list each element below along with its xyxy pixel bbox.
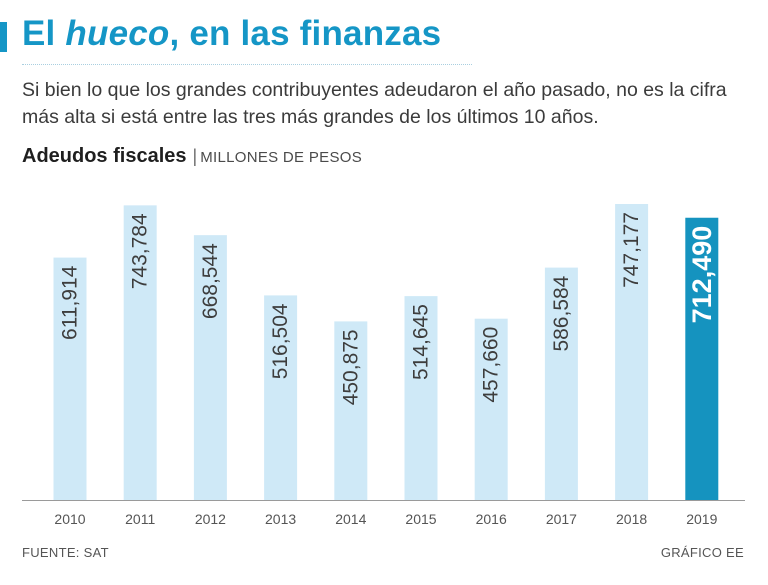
x-tick-label: 2011 [125,511,155,527]
bar [474,318,508,500]
title-accent-bar [0,22,7,52]
chart-title: Adeudos fiscales [22,145,187,167]
x-tick-label: 2018 [616,511,647,527]
bar-value-label: 450,875 [339,329,362,405]
credit-note: GRÁFICO EE [660,545,744,560]
x-tick-label: 2016 [476,511,507,527]
bar [544,267,578,500]
bar-value-label: 712,490 [687,226,717,324]
page-title: El hueco, en las finanzas [22,14,441,54]
bar-value-label: 747,177 [620,212,643,288]
source-note: FUENTE: SAT [22,545,109,560]
bar-value-label: 516,504 [269,303,292,379]
bar-value-label: 611,914 [59,265,82,340]
title-text-start: El [22,14,66,53]
bar [334,321,368,500]
x-tick-label: 2012 [195,511,226,527]
x-tick-label: 2014 [335,511,366,527]
bar [615,204,649,500]
bar [53,257,87,500]
x-tick-label: 2017 [546,511,577,527]
title-divider [22,64,472,65]
title-text-italic: hueco [65,14,170,53]
chart-heading: Adeudos fiscales | MILLONES DE PESOS [22,145,362,168]
x-tick-label: 2019 [686,511,717,527]
title-text-end: , en las finanzas [169,14,442,53]
chart-heading-separator: | [192,146,198,166]
bar-value-label: 743,784 [129,213,152,289]
bar-value-label: 586,584 [550,275,573,351]
bar [685,217,719,501]
bar-value-label: 457,660 [480,327,503,403]
chart-units-label: MILLONES DE PESOS [200,149,363,166]
bar-value-label: 668,544 [199,243,222,319]
bar [193,235,227,501]
bar [123,205,157,500]
bar [404,296,438,500]
x-tick-label: 2013 [265,511,296,527]
x-tick-label: 2015 [405,511,436,527]
x-tick-label: 2010 [54,511,85,527]
page-subtitle: Si bien lo que los grandes contribuyente… [22,79,727,128]
bar-value-label: 514,645 [410,304,433,380]
bar [264,295,298,500]
